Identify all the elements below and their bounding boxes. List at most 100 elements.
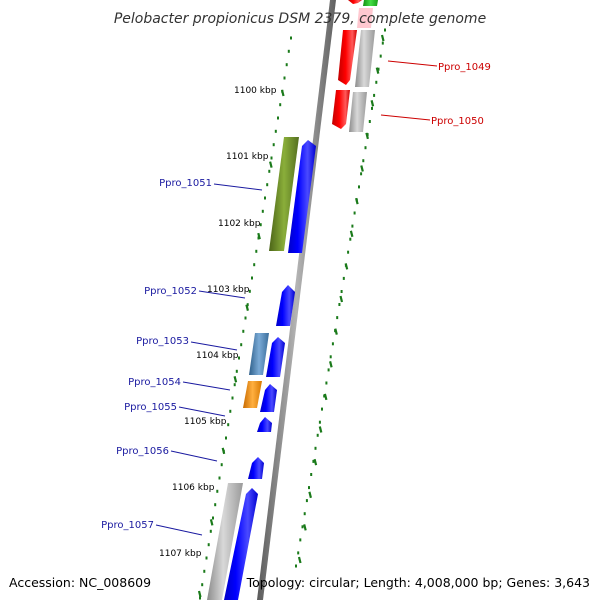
scale-label-1106: 1106 kbp: [172, 483, 215, 493]
major-tick-right: [360, 165, 364, 172]
tick-dot-left: [264, 196, 266, 200]
major-tick-right: [303, 524, 307, 531]
gene-leader-lines: [155, 60, 438, 536]
major-tick-right: [370, 100, 375, 107]
tick-dot-left: [238, 356, 240, 360]
tick-dot-right: [347, 250, 350, 254]
tick-dot-right: [353, 211, 356, 215]
leader-ppro-1051: [213, 183, 263, 191]
tick-dot-right: [349, 237, 352, 241]
leader-ppro-1057: [155, 524, 203, 536]
scale-label-1103: 1103 kbp: [207, 285, 250, 295]
gene-label-ppro-1051[interactable]: Ppro_1051: [159, 178, 212, 189]
major-tick-right: [380, 34, 385, 42]
gene-label-ppro-1050[interactable]: Ppro_1050: [431, 116, 484, 127]
tick-dot-right: [336, 316, 339, 320]
tick-dot-left: [235, 369, 238, 373]
cog-box-ppro-1051: [269, 137, 299, 251]
cog-track-reverse: [349, 0, 378, 132]
gene-label-ppro-1056[interactable]: Ppro_1056: [116, 446, 169, 457]
gene-label-ppro-1052[interactable]: Ppro_1052: [144, 286, 197, 297]
tick-dot-right: [379, 54, 382, 58]
tick-dot-left: [251, 276, 253, 280]
major-tick-left: [197, 590, 202, 598]
tick-dot-right: [305, 499, 308, 503]
scale-labels: 1100 kbp 1101 kbp 1102 kbp 1103 kbp 1104…: [159, 86, 277, 559]
cds-arrow-ppro-1054: [260, 384, 277, 412]
tick-dot-right: [351, 224, 354, 228]
tick-dot-left: [287, 49, 290, 53]
gene-label-ppro-1057[interactable]: Ppro_1057: [101, 520, 154, 531]
tick-dot-right: [297, 551, 300, 555]
major-tick-right: [329, 361, 333, 368]
tick-dot-left: [227, 423, 230, 427]
major-tick-right: [349, 230, 354, 238]
tick-dot-left: [259, 223, 262, 227]
tick-dot-right: [340, 290, 343, 293]
tick-dot-right: [381, 41, 384, 45]
tick-dot-right: [360, 172, 363, 176]
tick-dot-left: [253, 263, 256, 267]
tick-dot-left: [199, 596, 201, 600]
tick-dot-left: [240, 343, 243, 347]
major-tick-left: [280, 89, 285, 97]
major-ticks-left: [197, 89, 285, 598]
tick-dot-left: [209, 529, 212, 533]
major-tick-right: [334, 328, 338, 335]
scale-label-1102: 1102 kbp: [218, 219, 261, 229]
tick-dot-left: [203, 569, 206, 573]
major-tick-right: [339, 295, 344, 303]
tick-dot-left: [261, 209, 264, 213]
genome-backbone: [257, 0, 336, 600]
cds-arrow-ppro-1050: [332, 90, 350, 129]
major-tick-right: [308, 491, 312, 499]
leader-ppro-1052: [198, 290, 246, 299]
tick-dot-left: [244, 316, 247, 320]
gene-label-ppro-1054[interactable]: Ppro_1054: [128, 377, 181, 388]
cds-arrow-ppro-1056: [248, 457, 264, 479]
accession-text: Accession: NC_008609: [9, 575, 151, 590]
tick-dot-right: [314, 446, 317, 450]
tick-dot-right: [321, 407, 323, 411]
leader-ppro-1050: [380, 114, 431, 121]
gene-label-ppro-1049[interactable]: Ppro_1049: [438, 62, 491, 73]
tick-dot-right: [312, 459, 315, 463]
gene-label-ppro-1053[interactable]: Ppro_1053: [136, 336, 189, 347]
major-tick-left: [221, 447, 226, 455]
cog-track-forward: [207, 137, 299, 600]
major-tick-right: [297, 556, 302, 564]
cds-arrow-ppro-1049: [338, 30, 357, 85]
tick-dot-left: [229, 409, 232, 413]
tick-dot-left: [212, 516, 214, 520]
tick-dot-right: [358, 185, 360, 189]
cds-arrow-ppro-1053: [266, 337, 285, 377]
tick-dot-left: [274, 129, 277, 133]
tick-dot-left: [270, 156, 273, 160]
tick-dot-left: [283, 76, 286, 80]
gene-labels-reverse: Ppro_1049 Ppro_1050: [431, 62, 491, 127]
scale-label-1104: 1104 kbp: [196, 351, 239, 361]
cds-track-reverse: [332, 0, 362, 129]
tick-dot-left: [277, 116, 279, 120]
tick-dot-left: [290, 36, 292, 40]
tick-dot-left: [225, 436, 227, 440]
leader-ppro-1055: [178, 406, 226, 417]
cog-box-ppro-1054: [243, 381, 262, 408]
tick-dot-right: [329, 355, 332, 359]
tick-dot-left: [266, 183, 269, 187]
tick-dot-right: [318, 420, 321, 424]
tick-dot-right: [323, 394, 326, 398]
tick-dot-left: [201, 583, 204, 587]
tick-dot-right: [342, 276, 345, 280]
tick-dot-left: [216, 489, 219, 493]
tick-dot-right: [364, 146, 367, 150]
cog-box-ppro-1049: [355, 30, 375, 87]
tick-dot-right: [295, 564, 297, 568]
tick-dot-left: [231, 396, 234, 400]
tick-dot-right: [308, 486, 310, 490]
cog-box-ppro-1050: [349, 92, 367, 132]
tick-dot-left: [272, 143, 275, 147]
gene-label-ppro-1055[interactable]: Ppro_1055: [124, 402, 177, 413]
cds-arrow-ppro-1055: [257, 417, 272, 432]
major-tick-right: [344, 263, 349, 270]
